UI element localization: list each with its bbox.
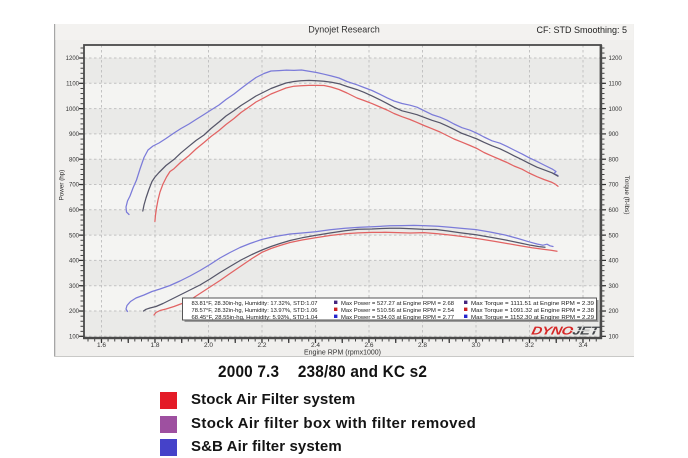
svg-text:1100: 1100 [609,82,623,88]
svg-text:900: 900 [609,132,620,138]
svg-text:400: 400 [69,259,80,265]
svg-text:Max Torque = 1111.51 at Engine: Max Torque = 1111.51 at Engine RPM = 2.3… [471,301,594,307]
svg-text:600: 600 [609,208,620,214]
svg-text:2.8: 2.8 [418,342,427,349]
svg-text:Power (hp): Power (hp) [59,170,66,201]
svg-text:100: 100 [69,335,80,341]
svg-text:3.2: 3.2 [525,342,534,349]
svg-text:Max Torque = 1152.30 at Engine: Max Torque = 1152.30 at Engine RPM = 2.2… [471,315,594,321]
svg-text:2.2: 2.2 [257,342,266,349]
svg-text:68.45°F, 28.55in-hg, Humidity:: 68.45°F, 28.55in-hg, Humidity: 5.93%, ST… [192,315,319,321]
svg-text:2.4: 2.4 [311,342,320,349]
svg-text:Dynojet Research: Dynojet Research [308,25,380,35]
svg-text:3.0: 3.0 [471,342,480,349]
svg-text:CF: STD Smoothing: 5: CF: STD Smoothing: 5 [536,25,627,35]
svg-text:700: 700 [69,183,80,189]
svg-text:Max Power = 527.27 at Engine R: Max Power = 527.27 at Engine RPM = 2.68 [341,301,455,307]
svg-text:1200: 1200 [609,56,623,62]
svg-text:Max Torque = 1091.32 at Engine: Max Torque = 1091.32 at Engine RPM = 2.3… [471,308,595,314]
svg-text:3.4: 3.4 [578,342,587,349]
svg-text:Max Power = 510.56 at Engine R: Max Power = 510.56 at Engine RPM = 2.54 [341,308,455,314]
svg-text:1100: 1100 [66,82,80,88]
svg-text:Engine RPM (rpmx1000): Engine RPM (rpmx1000) [304,350,381,357]
svg-text:200: 200 [69,309,80,315]
svg-text:400: 400 [609,259,620,265]
svg-text:300: 300 [609,284,620,290]
svg-text:800: 800 [69,157,80,163]
svg-text:700: 700 [609,183,620,189]
svg-text:1.8: 1.8 [150,342,159,349]
svg-text:1.6: 1.6 [97,342,106,349]
svg-text:Torque (ft-lbs): Torque (ft-lbs) [623,176,630,215]
svg-text:500: 500 [69,233,80,239]
svg-text:2.6: 2.6 [364,342,373,349]
svg-text:500: 500 [609,233,620,239]
svg-text:Max Power = 534.03 at Engine R: Max Power = 534.03 at Engine RPM = 2.77 [341,315,454,321]
svg-text:300: 300 [69,284,80,290]
svg-text:600: 600 [69,208,80,214]
svg-text:900: 900 [69,132,80,138]
svg-text:800: 800 [609,157,620,163]
svg-text:1200: 1200 [66,56,80,62]
svg-text:2.0: 2.0 [204,342,213,349]
svg-text:200: 200 [609,309,620,315]
svg-text:1000: 1000 [609,107,623,113]
svg-text:83.81°F, 28.30in-hg, Humidity:: 83.81°F, 28.30in-hg, Humidity: 17.32%, S… [192,301,318,307]
svg-text:1000: 1000 [66,107,80,113]
svg-text:DYNO: DYNO [530,325,574,338]
svg-text:78.57°F, 28.32in-hg, Humidity:: 78.57°F, 28.32in-hg, Humidity: 13.97%, S… [192,308,319,314]
svg-text:100: 100 [609,335,620,341]
